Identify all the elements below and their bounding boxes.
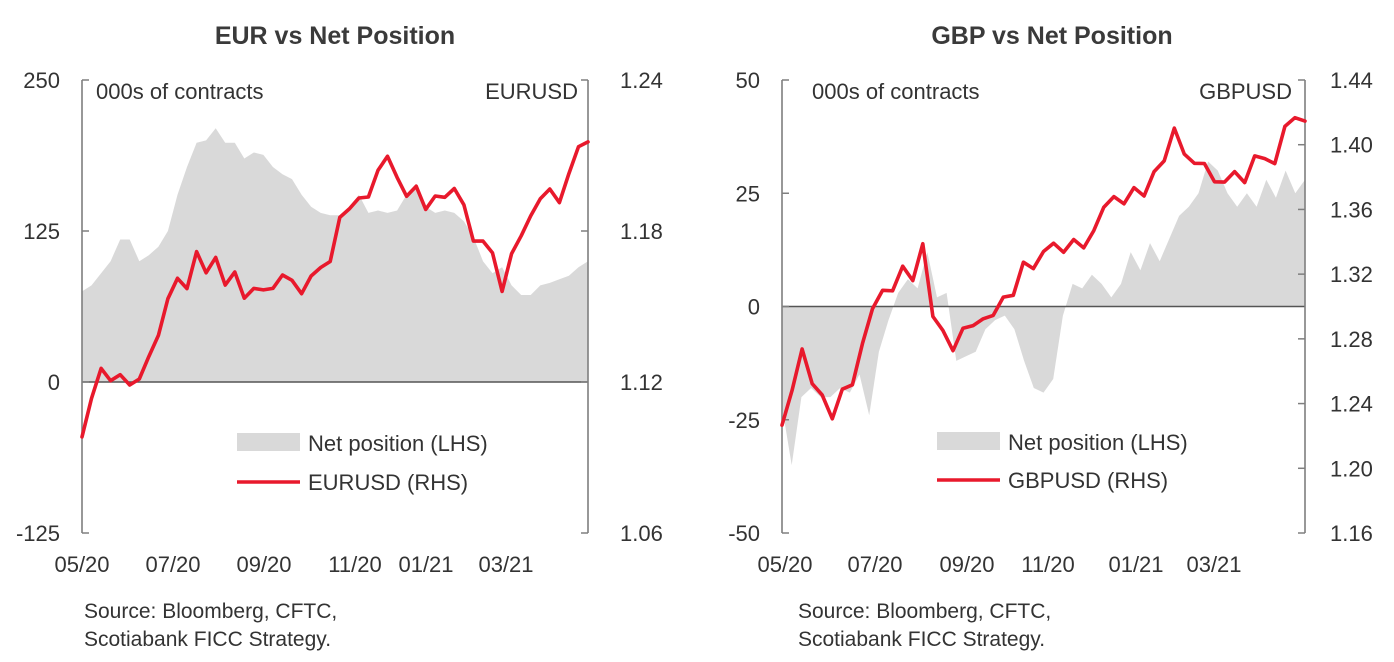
right-tick-label: 1.24 bbox=[1330, 392, 1373, 417]
x-tick-label: 09/20 bbox=[236, 552, 291, 577]
x-tick-label: 11/20 bbox=[1021, 552, 1074, 577]
x-tick-label: 09/20 bbox=[939, 552, 994, 577]
right-tick-label: 1.24 bbox=[620, 68, 663, 93]
left-tick-label: 25 bbox=[736, 181, 760, 206]
right-tick-label: 1.28 bbox=[1330, 327, 1373, 352]
legend-area-swatch bbox=[937, 432, 1000, 450]
units-note: 000s of contracts bbox=[96, 79, 264, 104]
legend-label: Net position (LHS) bbox=[308, 431, 488, 456]
source-line-1: Source: Bloomberg, CFTC, bbox=[84, 600, 338, 623]
right-tick-label: 1.36 bbox=[1330, 197, 1373, 222]
right-tick-label: 1.32 bbox=[1330, 262, 1373, 287]
right-tick-label: 1.20 bbox=[1330, 456, 1373, 481]
left-tick-label: -125 bbox=[16, 521, 60, 546]
units-note: 000s of contracts bbox=[812, 79, 980, 104]
net-position-area bbox=[782, 161, 1305, 466]
right-tick-label: 1.40 bbox=[1330, 133, 1373, 158]
x-tick-label: 05/20 bbox=[54, 552, 109, 577]
source-note-left: Source: Bloomberg, CFTC, Scotiabank FICC… bbox=[84, 598, 337, 654]
left-tick-label: 250 bbox=[23, 68, 60, 93]
legend-area-swatch bbox=[237, 433, 300, 451]
left-tick-label: -25 bbox=[728, 408, 760, 433]
x-tick-label: 05/20 bbox=[757, 552, 812, 577]
x-tick-label: 03/21 bbox=[478, 552, 533, 577]
x-tick-label: 11/20 bbox=[328, 552, 381, 577]
right-tick-label: 1.18 bbox=[620, 219, 663, 244]
fx-rate-line bbox=[780, 115, 1307, 427]
source-line-2: Scotiabank FICC Strategy. bbox=[798, 628, 1046, 651]
x-tick-label: 01/21 bbox=[1108, 552, 1163, 577]
left-tick-label: 0 bbox=[48, 370, 60, 395]
x-tick-label: 07/20 bbox=[145, 552, 200, 577]
left-tick-label: 125 bbox=[23, 219, 60, 244]
right-tick-label: 1.44 bbox=[1330, 68, 1373, 93]
x-tick-label: 01/21 bbox=[398, 552, 453, 577]
x-tick-label: 07/20 bbox=[847, 552, 902, 577]
fx-rate-line bbox=[80, 140, 590, 439]
legend-label: EURUSD (RHS) bbox=[308, 470, 468, 495]
right-tick-label: 1.16 bbox=[1330, 521, 1373, 546]
series-note: GBPUSD bbox=[1199, 79, 1292, 104]
chart-title: EUR vs Net Position bbox=[215, 22, 455, 50]
right-tick-label: 1.12 bbox=[620, 370, 663, 395]
chart-title: GBP vs Net Position bbox=[931, 22, 1172, 50]
left-tick-label: 0 bbox=[748, 295, 760, 320]
right-tick-label: 1.06 bbox=[620, 521, 663, 546]
net-position-area bbox=[82, 128, 588, 382]
series-note: EURUSD bbox=[485, 79, 578, 104]
legend-label: GBPUSD (RHS) bbox=[1008, 468, 1168, 493]
source-note-right: Source: Bloomberg, CFTC, Scotiabank FICC… bbox=[798, 598, 1051, 654]
source-line-2: Scotiabank FICC Strategy. bbox=[84, 628, 332, 651]
x-tick-label: 03/21 bbox=[1186, 552, 1241, 577]
left-tick-label: -50 bbox=[728, 521, 760, 546]
left-tick-label: 50 bbox=[736, 68, 760, 93]
source-line-1: Source: Bloomberg, CFTC, bbox=[798, 600, 1052, 623]
legend-label: Net position (LHS) bbox=[1008, 430, 1188, 455]
